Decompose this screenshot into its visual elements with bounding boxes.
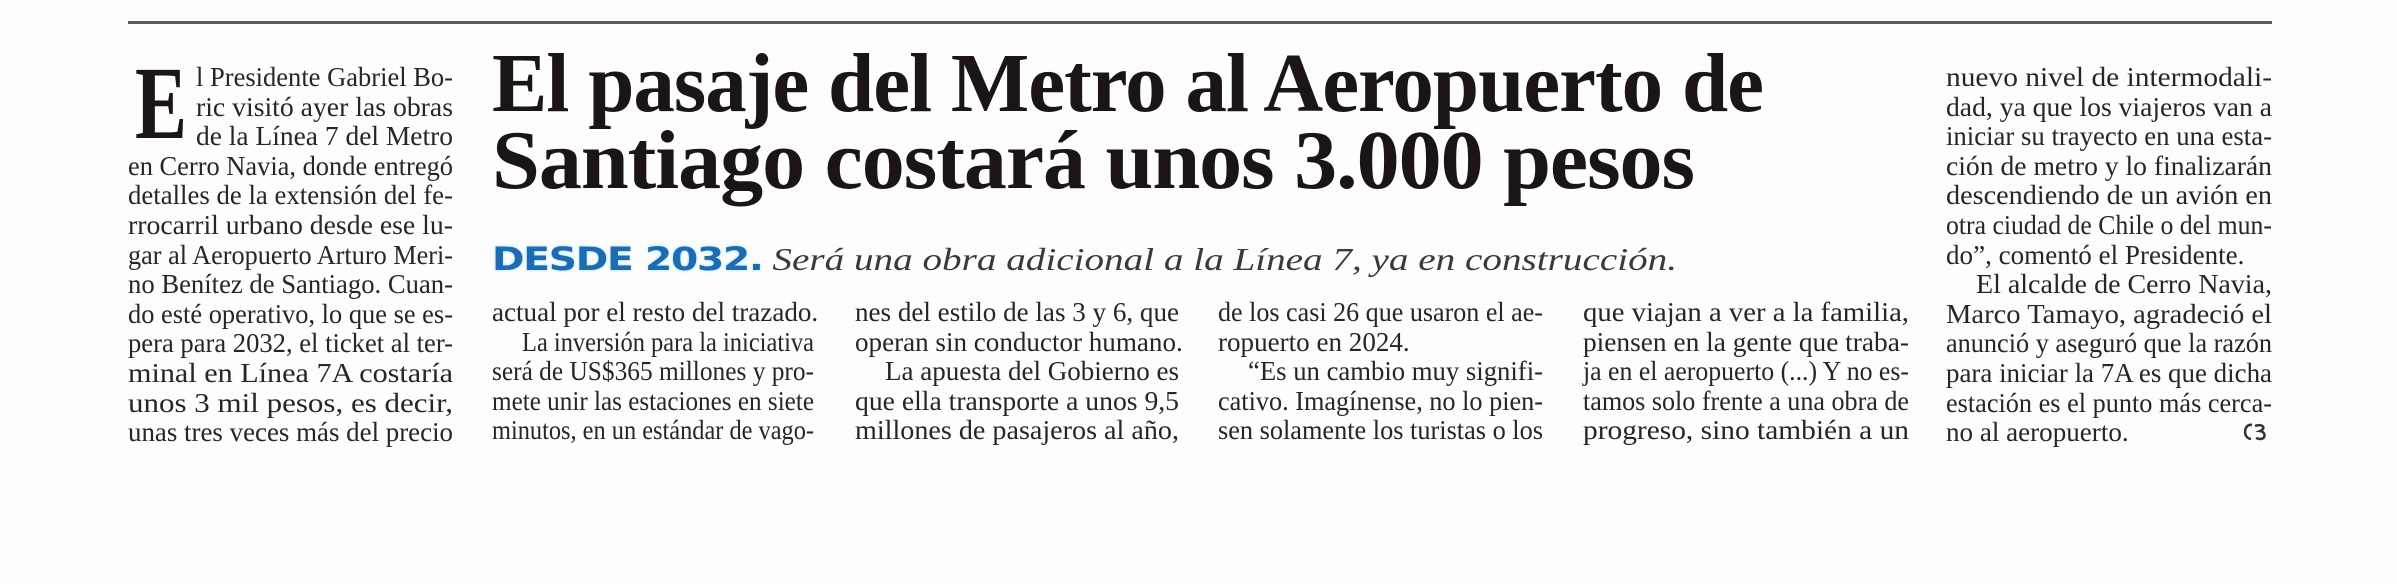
text-line: ropuerto en 2024. (1218, 326, 1410, 357)
text-line: para iniciar la 7A es que dicha (1946, 358, 2272, 388)
text-line: de los casi 26 que usaron el ae- (1218, 297, 1543, 327)
headline-line-1: El pasaje del Metro al Aeropuerto de (492, 37, 1764, 130)
text-line: otra ciudad de Chile o del mun- (1946, 210, 2272, 240)
text-line: sen solamente los turistas o los (1218, 415, 1543, 446)
text-line: cativo. Imagínense, no lo pien- (1218, 385, 1543, 416)
text-line: iniciar su trayecto en una esta- (1946, 121, 2272, 152)
text-line: minutos, en un estándar de vago- (492, 415, 814, 446)
text-line: pera para 2032, el ticket al ter- (128, 328, 453, 359)
drop-cap: E (135, 46, 188, 161)
text-line: nes del estilo de las 3 y 6, que (855, 297, 1179, 327)
headline-line-2: Santiago costará unos 3.000 pesos (492, 114, 1695, 207)
text-line: millones de pasajeros al año, (855, 415, 1179, 446)
text-line: ja en el aeropuerto (...) Y no es- (1583, 356, 1909, 387)
text-line: Marco Tamayo, agradeció el (1946, 298, 2272, 329)
text-line: que viajan a ver a la familia, (1583, 297, 1909, 327)
text-line: no Benítez de Santiago. Cuan- (128, 269, 453, 300)
text-line: ric visitó ayer las obras (196, 91, 453, 122)
text-line: nuevo nivel de intermodali- (1946, 62, 2272, 92)
text-line: detalles de la extensión del fe- (128, 180, 453, 211)
deck: DESDE 2032. Será una obra adicional a la… (492, 241, 1677, 277)
text-line: dad, ya que los viajeros van a (1946, 91, 2272, 122)
text-line: en Cerro Navia, donde entregó (128, 150, 453, 181)
text-line: do”, comentó el Presidente. (1946, 239, 2245, 270)
text-line: no al aeropuerto. (1946, 417, 2129, 448)
text-line: que ella transporte a unos 9,5 (855, 385, 1179, 416)
text-line: operan sin conductor humano. (855, 326, 1183, 357)
end-of-article-icon (2243, 423, 2266, 441)
text-line: progreso, sino también a un (1583, 415, 1909, 446)
text-line: mete unir las estaciones en siete (492, 385, 814, 416)
text-line: do esté operativo, lo que se es- (128, 298, 453, 329)
text-line: rrocarril urbano desde ese lu- (128, 210, 453, 240)
deck-text: Será una obra adicional a la Línea 7, ya… (772, 241, 1677, 277)
text-line: tamos solo frente a una obra de (1583, 385, 1909, 416)
text-line: descendiendo de un avión en (1946, 180, 2272, 211)
text-line: l Presidente Gabriel Bo- (196, 62, 453, 92)
text-line: piensen en la gente que traba- (1583, 326, 1909, 357)
text-line: gar al Aeropuerto Arturo Meri- (128, 239, 453, 270)
text-line: estación es el punto más cerca- (1946, 387, 2272, 418)
text-line: anunció y aseguró que la razón (1946, 328, 2272, 359)
text-line: ción de metro y lo finalizarán (1946, 150, 2272, 181)
text-line: La apuesta del Gobierno es (885, 356, 1179, 387)
section-rule (128, 21, 2272, 24)
text-line: unos 3 mil pesos, es decir, (128, 387, 453, 418)
text-line: será de US$365 millones y pro- (492, 356, 814, 387)
text-line: minal en Línea 7A costaría (128, 358, 454, 388)
text-line: actual por el resto del trazado. (492, 297, 819, 327)
text-line: unas tres veces más del precio (128, 417, 453, 448)
deck-kicker: DESDE 2032. (492, 240, 764, 278)
text-line: “Es un cambio muy signifi- (1248, 356, 1543, 387)
text-line: El alcalde de Cerro Navia, (1976, 269, 2272, 300)
text-line: de la Línea 7 del Metro (196, 121, 453, 152)
text-line: La inversión para la iniciativa (522, 326, 814, 357)
